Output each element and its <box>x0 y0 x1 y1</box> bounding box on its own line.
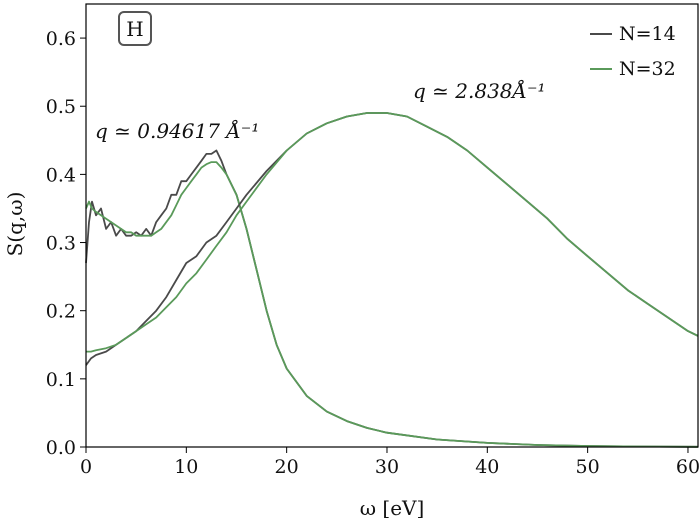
x-tick-label: 40 <box>475 456 499 478</box>
y-tick-label: 0.3 <box>46 233 76 255</box>
x-axis-label: ω [eV] <box>360 496 425 520</box>
series-line-n14-qlow <box>85 149 699 448</box>
x-tick-label: 30 <box>375 456 399 478</box>
y-tick-label: 0.1 <box>46 369 76 391</box>
panel-label-box <box>118 11 152 46</box>
series-lines <box>85 112 699 448</box>
legend: N=14 N=32 <box>590 23 676 80</box>
x-tick-label: 10 <box>174 456 198 478</box>
x-tick-label: 50 <box>576 456 600 478</box>
panel-label-text: H <box>126 17 143 41</box>
y-tick-label: 0.5 <box>46 96 76 118</box>
x-tick-label: 60 <box>676 456 700 478</box>
x-tick-label: 20 <box>275 456 299 478</box>
plot-frame <box>85 3 699 448</box>
y-axis-label: S(q,ω) <box>3 192 27 257</box>
series-line-n32-qlow <box>85 161 699 448</box>
axis-ticks: 0 10 20 30 40 50 60 0.0 0.1 0.2 0.3 0.4 0.5 0.6 <box>46 28 700 478</box>
annotation-low-q: q ≃ 0.94617 Å⁻¹ <box>95 118 259 143</box>
series-line-n14-qhigh <box>85 112 699 366</box>
y-tick-label: 0.2 <box>46 301 76 323</box>
legend-label-n14: N=14 <box>619 23 676 45</box>
x-tick-label: 0 <box>80 456 92 478</box>
y-tick-label: 0.6 <box>46 28 76 50</box>
series-line-n32-qhigh <box>86 112 699 353</box>
panel-label: H <box>118 11 152 46</box>
y-tick-label: 0.0 <box>46 437 76 459</box>
y-tick-label: 0.4 <box>46 164 76 186</box>
annotation-high-q: q ≃ 2.838Å⁻¹ <box>413 78 546 103</box>
legend-label-n32: N=32 <box>619 58 676 80</box>
